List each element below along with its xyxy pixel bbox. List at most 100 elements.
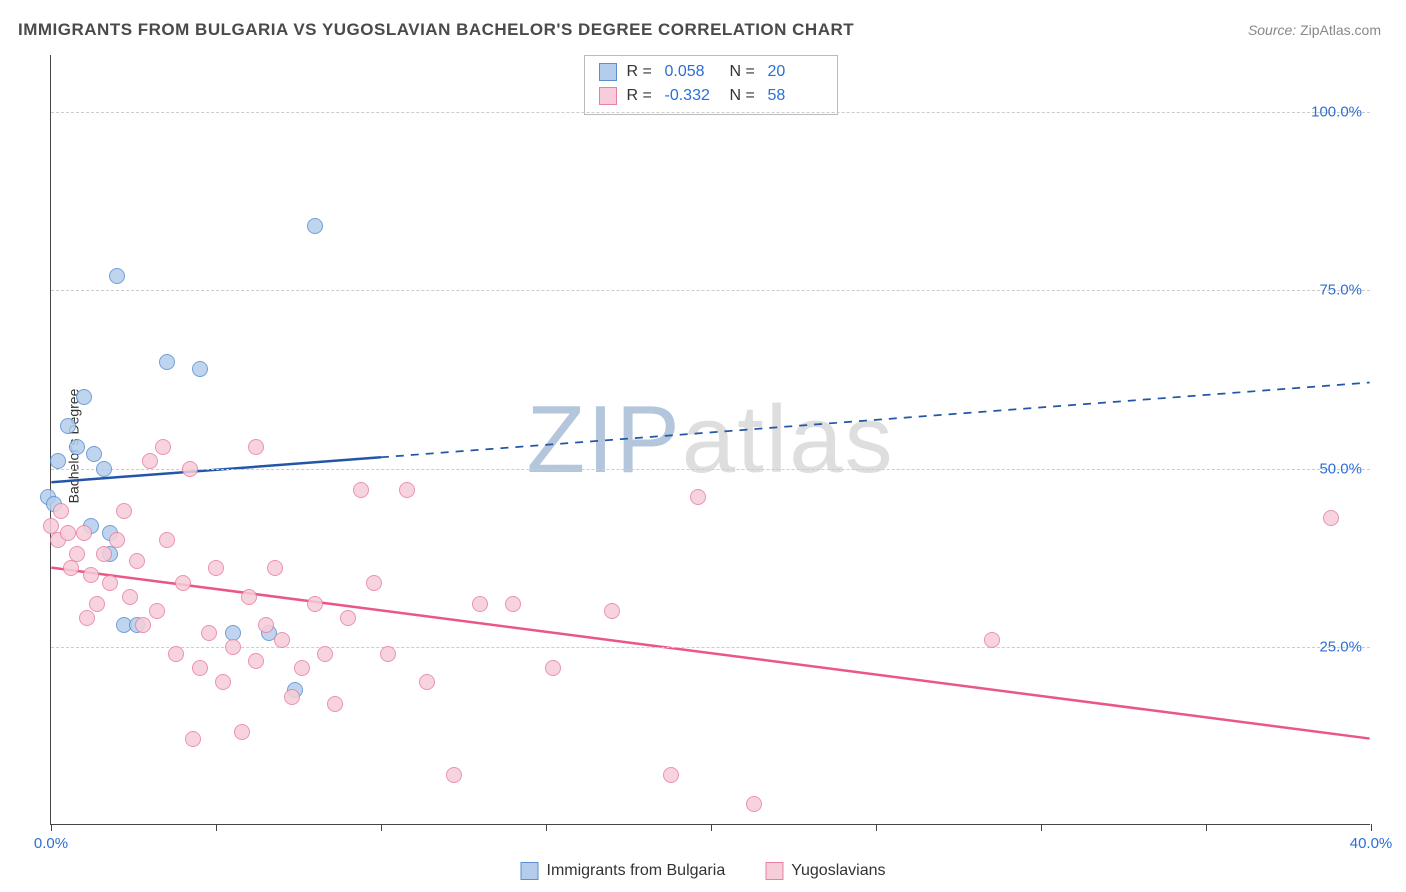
scatter-point bbox=[327, 696, 343, 712]
legend-swatch bbox=[599, 87, 617, 105]
scatter-point bbox=[234, 724, 250, 740]
scatter-point bbox=[76, 525, 92, 541]
scatter-point bbox=[168, 646, 184, 662]
source-label: Source: bbox=[1248, 22, 1296, 38]
x-tick bbox=[216, 824, 217, 831]
x-tick bbox=[1206, 824, 1207, 831]
scatter-point bbox=[83, 567, 99, 583]
legend-swatch bbox=[765, 862, 783, 880]
scatter-point bbox=[149, 603, 165, 619]
scatter-point bbox=[258, 617, 274, 633]
scatter-point bbox=[109, 268, 125, 284]
x-tick bbox=[1041, 824, 1042, 831]
scatter-point bbox=[129, 553, 145, 569]
x-tick bbox=[381, 824, 382, 831]
scatter-point bbox=[192, 361, 208, 377]
scatter-point bbox=[135, 617, 151, 633]
gridline-h bbox=[51, 469, 1370, 470]
scatter-point bbox=[663, 767, 679, 783]
scatter-point bbox=[201, 625, 217, 641]
legend-item: Immigrants from Bulgaria bbox=[520, 862, 725, 880]
y-tick-label: 50.0% bbox=[1319, 460, 1362, 477]
scatter-point bbox=[307, 596, 323, 612]
scatter-point bbox=[50, 453, 66, 469]
scatter-point bbox=[241, 589, 257, 605]
scatter-point bbox=[472, 596, 488, 612]
stat-N-value: 58 bbox=[768, 84, 823, 108]
x-tick bbox=[51, 824, 52, 831]
scatter-point bbox=[89, 596, 105, 612]
y-tick-label: 75.0% bbox=[1319, 282, 1362, 299]
x-tick bbox=[711, 824, 712, 831]
scatter-point bbox=[102, 575, 118, 591]
scatter-point bbox=[505, 596, 521, 612]
scatter-point bbox=[159, 354, 175, 370]
scatter-point bbox=[274, 632, 290, 648]
scatter-point bbox=[248, 653, 264, 669]
gridline-h bbox=[51, 290, 1370, 291]
trend-lines bbox=[51, 55, 1370, 824]
gridline-h bbox=[51, 112, 1370, 113]
stat-R-label: R = bbox=[627, 84, 655, 108]
scatter-point bbox=[182, 461, 198, 477]
scatter-point bbox=[366, 575, 382, 591]
x-tick-label: 40.0% bbox=[1350, 835, 1393, 852]
scatter-point bbox=[353, 482, 369, 498]
stat-N-label: N = bbox=[730, 60, 758, 84]
scatter-point bbox=[446, 767, 462, 783]
source-attribution: Source: ZipAtlas.com bbox=[1248, 22, 1381, 38]
scatter-point bbox=[155, 439, 171, 455]
legend-item: Yugoslavians bbox=[765, 862, 885, 880]
y-tick-label: 100.0% bbox=[1311, 104, 1362, 121]
scatter-point bbox=[76, 389, 92, 405]
x-tick bbox=[1371, 824, 1372, 831]
scatter-point bbox=[267, 560, 283, 576]
scatter-point bbox=[984, 632, 1000, 648]
legend-label: Yugoslavians bbox=[791, 862, 885, 880]
scatter-point bbox=[545, 660, 561, 676]
scatter-point bbox=[53, 503, 69, 519]
scatter-point bbox=[399, 482, 415, 498]
scatter-point bbox=[340, 610, 356, 626]
scatter-point bbox=[317, 646, 333, 662]
scatter-point bbox=[284, 689, 300, 705]
stat-N-value: 20 bbox=[768, 60, 823, 84]
scatter-point bbox=[294, 660, 310, 676]
stats-row: R =-0.332N =58 bbox=[599, 84, 823, 108]
y-tick-label: 25.0% bbox=[1319, 638, 1362, 655]
scatter-point bbox=[746, 796, 762, 812]
scatter-point bbox=[96, 461, 112, 477]
scatter-point bbox=[175, 575, 191, 591]
stat-R-value: -0.332 bbox=[665, 84, 720, 108]
legend-swatch bbox=[520, 862, 538, 880]
legend-label: Immigrants from Bulgaria bbox=[546, 862, 725, 880]
source-value: ZipAtlas.com bbox=[1300, 22, 1381, 38]
scatter-point bbox=[63, 560, 79, 576]
scatter-point bbox=[142, 453, 158, 469]
stats-row: R =0.058N =20 bbox=[599, 60, 823, 84]
legend-swatch bbox=[599, 63, 617, 81]
scatter-point bbox=[159, 532, 175, 548]
scatter-point bbox=[79, 610, 95, 626]
scatter-point bbox=[225, 639, 241, 655]
scatter-point bbox=[60, 418, 76, 434]
scatter-point bbox=[419, 674, 435, 690]
scatter-point bbox=[248, 439, 264, 455]
x-tick bbox=[876, 824, 877, 831]
bottom-legend: Immigrants from Bulgaria Yugoslavians bbox=[520, 862, 885, 880]
scatter-point bbox=[116, 503, 132, 519]
stats-box: R =0.058N =20R =-0.332N =58 bbox=[584, 55, 838, 115]
scatter-point bbox=[69, 439, 85, 455]
scatter-point bbox=[122, 589, 138, 605]
chart-title: IMMIGRANTS FROM BULGARIA VS YUGOSLAVIAN … bbox=[18, 20, 854, 40]
scatter-point bbox=[208, 560, 224, 576]
stat-R-label: R = bbox=[627, 60, 655, 84]
gridline-h bbox=[51, 647, 1370, 648]
scatter-point bbox=[215, 674, 231, 690]
scatter-point bbox=[109, 532, 125, 548]
scatter-point bbox=[604, 603, 620, 619]
scatter-point bbox=[185, 731, 201, 747]
plot-area: ZIPatlas R =0.058N =20R =-0.332N =58 25.… bbox=[50, 55, 1370, 825]
scatter-point bbox=[307, 218, 323, 234]
scatter-point bbox=[86, 446, 102, 462]
